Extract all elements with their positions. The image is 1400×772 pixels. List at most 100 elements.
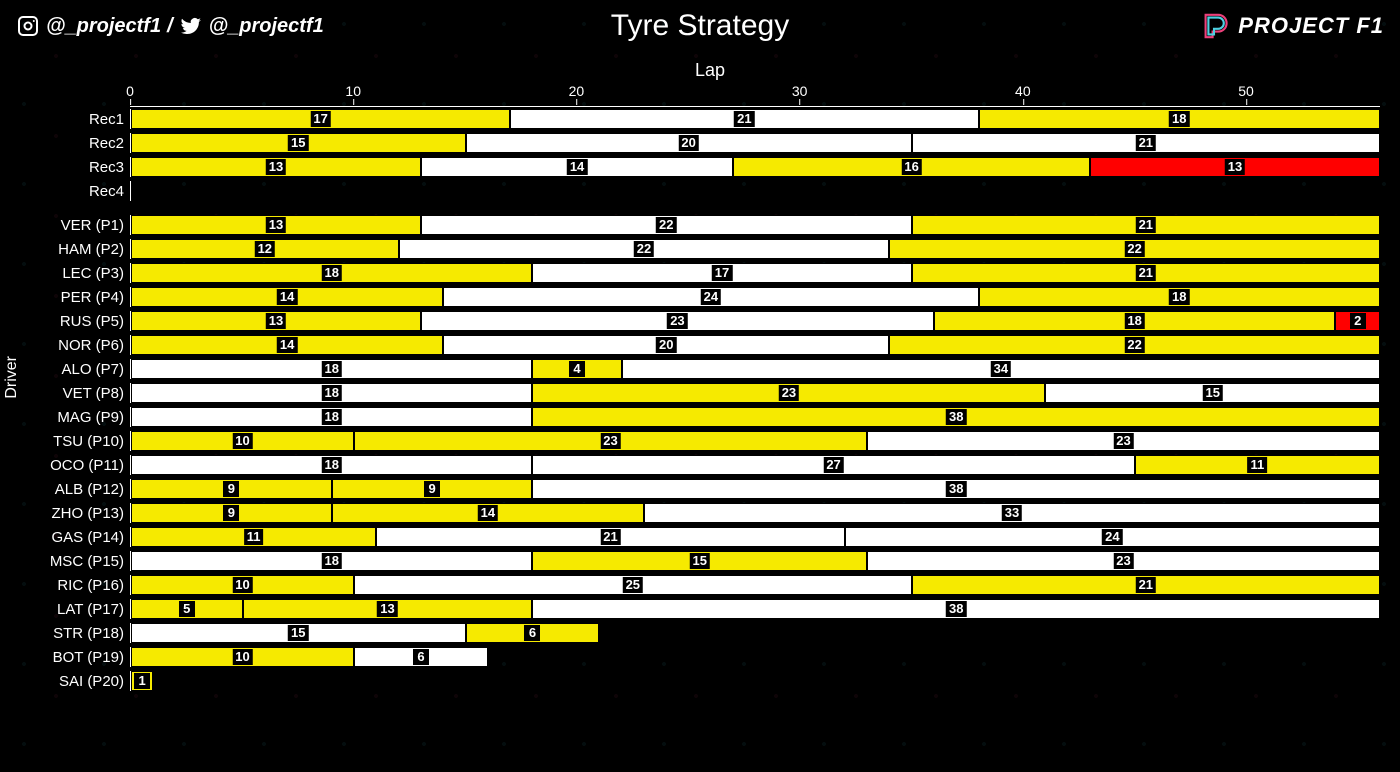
driver-label: ALB (P12) xyxy=(40,481,130,498)
stint-length-label: 12 xyxy=(255,241,275,257)
stint-segment: 14 xyxy=(131,335,443,355)
stint-segment: 18 xyxy=(131,383,532,403)
driver-label: MSC (P15) xyxy=(40,553,130,570)
stint-track: 10 6 xyxy=(130,647,1380,667)
stint-segment: 15 xyxy=(1045,383,1380,403)
chart-row: Rec2 15 2021 xyxy=(40,131,1380,155)
stint-segment: 21 xyxy=(912,215,1380,235)
stint-segment: 9 xyxy=(131,503,332,523)
stint-segment: 20 xyxy=(443,335,889,355)
driver-label: Rec1 xyxy=(40,111,130,128)
stint-length-label: 9 xyxy=(223,481,239,497)
driver-label: ALO (P7) xyxy=(40,361,130,378)
stint-length-label: 6 xyxy=(413,649,429,665)
chart-row: HAM (P2)122222 xyxy=(40,237,1380,261)
stint-segment: 5 xyxy=(131,599,243,619)
page-title: Tyre Strategy xyxy=(611,9,789,43)
stint-track: 172118 xyxy=(130,109,1380,129)
stint-length-label: 38 xyxy=(946,409,966,425)
stint-track: 14 20 22 xyxy=(130,335,1380,355)
stint-segment: 15 xyxy=(131,623,466,643)
stint-segment: 22 xyxy=(399,239,890,259)
stint-length-label: 24 xyxy=(1102,529,1122,545)
stint-length-label: 1 xyxy=(134,673,150,689)
stint-segment: 22 xyxy=(421,215,912,235)
stint-length-label: 18 xyxy=(321,265,341,281)
driver-label: ZHO (P13) xyxy=(40,505,130,522)
stint-segment: 20 xyxy=(466,133,912,153)
group-separator xyxy=(40,203,1380,213)
stint-segment: 22 xyxy=(889,335,1380,355)
stint-track: 102521 xyxy=(130,575,1380,595)
stint-length-label: 21 xyxy=(600,529,620,545)
stint-segment: 18 xyxy=(131,263,532,283)
stint-segment: 6 xyxy=(354,647,488,667)
stint-length-label: 13 xyxy=(266,159,286,175)
x-tick: 50 xyxy=(1238,83,1254,99)
chart-row: NOR (P6)14 20 22 xyxy=(40,333,1380,357)
driver-label: Rec2 xyxy=(40,135,130,152)
stint-length-label: 23 xyxy=(600,433,620,449)
stint-length-label: 14 xyxy=(567,159,587,175)
x-tick: 0 xyxy=(126,83,134,99)
stint-segment: 33 xyxy=(644,503,1380,523)
chart-row: PER (P4)142418 xyxy=(40,285,1380,309)
stint-segment: 23 xyxy=(421,311,934,331)
chart-row: SAI (P20)1 xyxy=(40,669,1380,693)
driver-label: OCO (P11) xyxy=(40,457,130,474)
stint-segment: 23 xyxy=(354,431,867,451)
driver-label: STR (P18) xyxy=(40,625,130,642)
stint-track: 182315 xyxy=(130,383,1380,403)
chart-row: MSC (P15)181523 xyxy=(40,549,1380,573)
stint-length-label: 18 xyxy=(1124,313,1144,329)
stint-length-label: 27 xyxy=(823,457,843,473)
stint-segment: 18 xyxy=(131,551,532,571)
stint-segment: 38 xyxy=(532,407,1380,427)
stint-length-label: 22 xyxy=(634,241,654,257)
stint-length-label: 21 xyxy=(1136,577,1156,593)
stint-segment: 24 xyxy=(845,527,1380,547)
x-tick: 40 xyxy=(1015,83,1031,99)
stint-length-label: 38 xyxy=(946,601,966,617)
stint-track: 182711 xyxy=(130,455,1380,475)
stint-segment: 18 xyxy=(979,109,1380,129)
stint-segment: 13 xyxy=(1090,157,1380,177)
stint-length-label: 20 xyxy=(656,337,676,353)
stint-segment: 15 xyxy=(532,551,867,571)
stint-length-label: 10 xyxy=(232,649,252,665)
chart-row: ZHO (P13)91433 xyxy=(40,501,1380,525)
stint-segment: 14 xyxy=(421,157,733,177)
stint-length-label: 14 xyxy=(277,289,297,305)
stint-segment: 12 xyxy=(131,239,399,259)
stint-length-label: 18 xyxy=(1169,289,1189,305)
stint-length-label: 21 xyxy=(1136,217,1156,233)
y-axis-label: Driver xyxy=(3,356,21,399)
stint-length-label: 15 xyxy=(288,135,308,151)
stint-length-label: 24 xyxy=(701,289,721,305)
chart-row: TSU (P10)102323 xyxy=(40,429,1380,453)
stint-segment: 4 xyxy=(532,359,621,379)
stint-track: 112124 xyxy=(130,527,1380,547)
chart-row: LAT (P17)51338 xyxy=(40,597,1380,621)
stint-length-label: 34 xyxy=(991,361,1011,377)
x-axis-ticks: 01020304050 xyxy=(130,83,1380,107)
stint-segment: 13 xyxy=(131,215,421,235)
stint-segment: 17 xyxy=(532,263,911,283)
driver-label: LEC (P3) xyxy=(40,265,130,282)
stint-track: 156 xyxy=(130,623,1380,643)
stint-track: 18 4 34 xyxy=(130,359,1380,379)
stint-track: 1323182 xyxy=(130,311,1380,331)
chart-row: Rec313141613 xyxy=(40,155,1380,179)
driver-label: GAS (P14) xyxy=(40,529,130,546)
stint-length-label: 17 xyxy=(310,111,330,127)
driver-label: NOR (P6) xyxy=(40,337,130,354)
driver-label: TSU (P10) xyxy=(40,433,130,450)
stint-segment: 10 xyxy=(131,647,354,667)
stint-segment: 21 xyxy=(912,133,1380,153)
stint-length-label: 18 xyxy=(321,553,341,569)
stint-track: 15 2021 xyxy=(130,133,1380,153)
chart-row: ALB (P12)9938 xyxy=(40,477,1380,501)
social-handles: @_projectf1 / @_projectf1 xyxy=(16,14,324,38)
stint-length-label: 18 xyxy=(321,361,341,377)
stint-length-label: 33 xyxy=(1002,505,1022,521)
